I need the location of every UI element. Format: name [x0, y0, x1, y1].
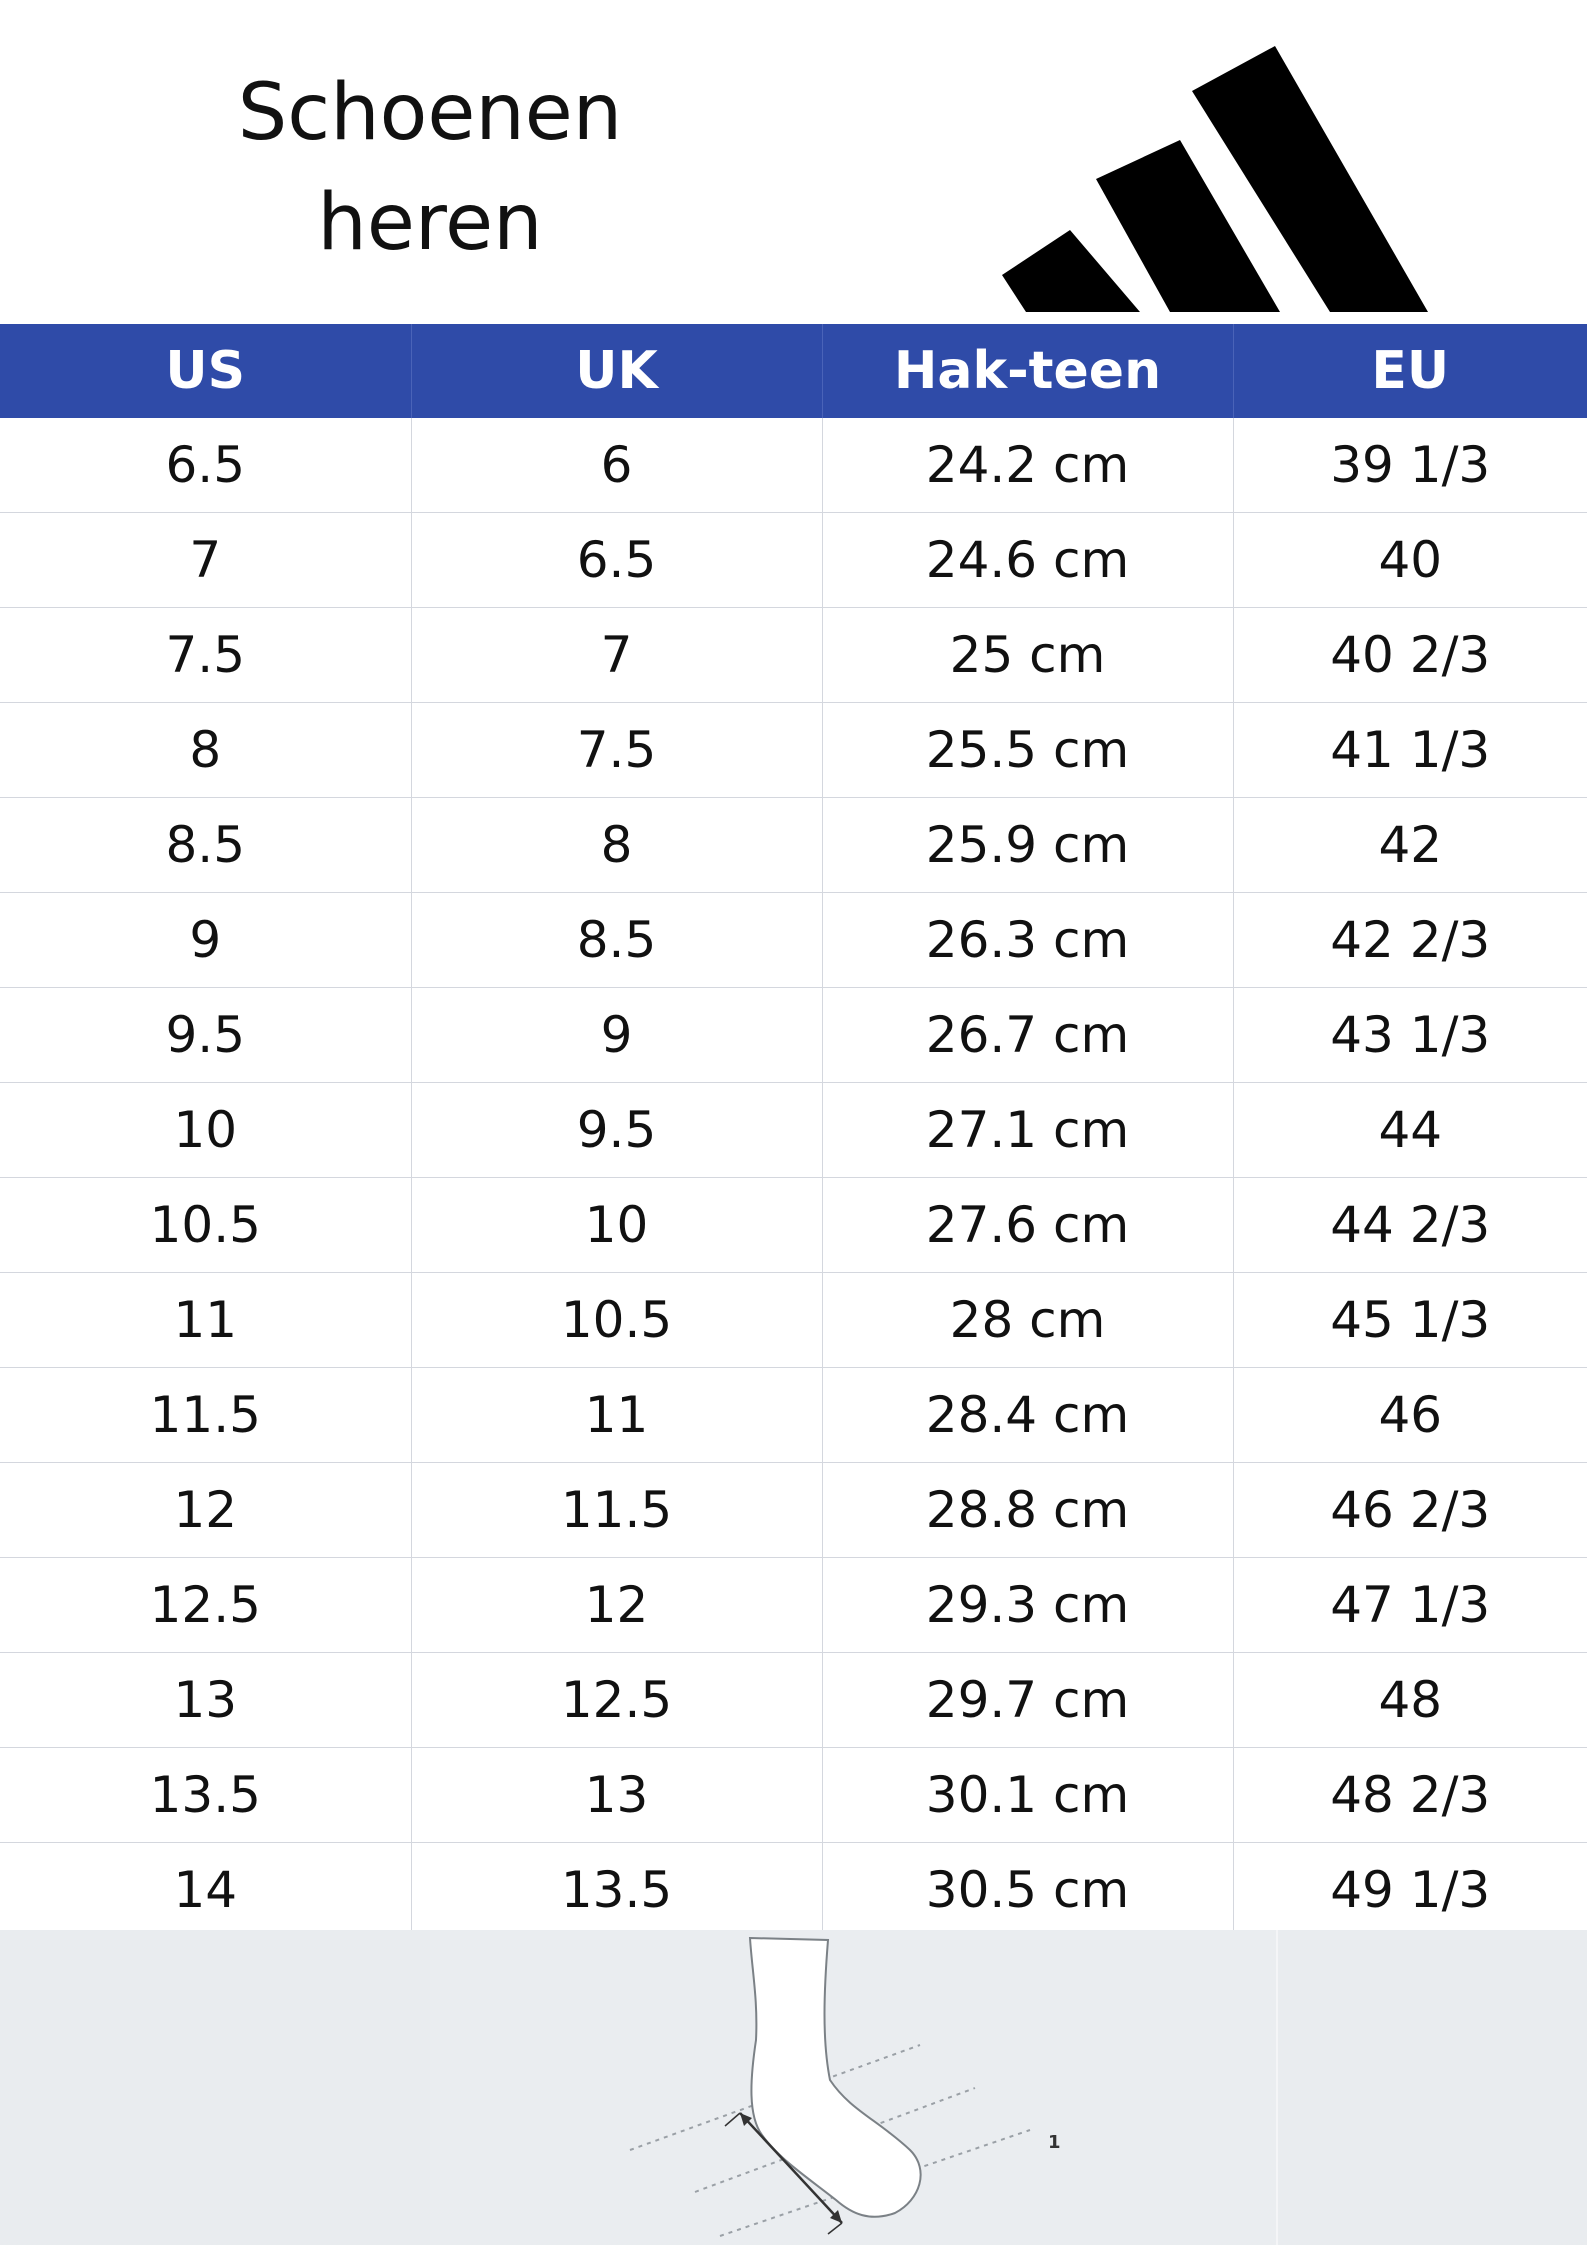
table-row: 6.5 6 24.2 cm 39 1/3 — [0, 418, 1587, 513]
cell-eu-size: 40 2/3 — [1233, 607, 1587, 703]
cell-heel-toe-length: 25.9 cm — [822, 797, 1234, 893]
adidas-logo-icon — [1002, 46, 1428, 312]
cell-eu-size: 47 1/3 — [1233, 1557, 1587, 1653]
table-header-row: US UK Hak-teen EU — [0, 324, 1587, 418]
cell-heel-toe-length: 24.6 cm — [822, 512, 1234, 608]
table-row: 14 13.5 30.5 cm 49 1/3 — [0, 1842, 1587, 1938]
table-row: 9 8.5 26.3 cm 42 2/3 — [0, 892, 1587, 988]
cell-eu-size: 42 2/3 — [1233, 892, 1587, 988]
page-title: Schoenen heren — [190, 58, 670, 278]
cell-eu-size: 48 — [1233, 1652, 1587, 1748]
cell-uk-size: 10 — [411, 1177, 823, 1273]
logo-stripe-medium — [1096, 140, 1280, 312]
cell-us-size: 8.5 — [0, 797, 412, 893]
logo-stripe-large — [1192, 46, 1428, 312]
cell-us-size: 10 — [0, 1082, 412, 1178]
cell-heel-toe-length: 26.7 cm — [822, 987, 1234, 1083]
cell-us-size: 14 — [0, 1842, 412, 1938]
column-header-heel-toe: Hak-teen — [822, 324, 1234, 418]
cell-eu-size: 42 — [1233, 797, 1587, 893]
cell-eu-size: 45 1/3 — [1233, 1272, 1587, 1368]
cell-heel-toe-length: 28 cm — [822, 1272, 1234, 1368]
cell-us-size: 6.5 — [0, 418, 412, 513]
cell-uk-size: 12.5 — [411, 1652, 823, 1748]
table-row: 7 6.5 24.6 cm 40 — [0, 512, 1587, 608]
cell-eu-size: 41 1/3 — [1233, 702, 1587, 798]
cell-heel-toe-length: 27.1 cm — [822, 1082, 1234, 1178]
table-row: 11 10.5 28 cm 45 1/3 — [0, 1272, 1587, 1368]
cell-us-size: 13.5 — [0, 1747, 412, 1843]
column-header-us: US — [0, 324, 412, 418]
table-body: 6.5 6 24.2 cm 39 1/3 7 6.5 24.6 cm 40 7.5 7 25 cm 4… — [0, 418, 1587, 1938]
cell-us-size: 7 — [0, 512, 412, 608]
cell-heel-toe-length: 28.8 cm — [822, 1462, 1234, 1558]
cell-uk-size: 13 — [411, 1747, 823, 1843]
cell-heel-toe-length: 30.5 cm — [822, 1842, 1234, 1938]
cell-uk-size: 7 — [411, 607, 823, 703]
cell-uk-size: 7.5 — [411, 702, 823, 798]
cell-us-size: 9.5 — [0, 987, 412, 1083]
cell-heel-toe-length: 27.6 cm — [822, 1177, 1234, 1273]
cell-eu-size: 48 2/3 — [1233, 1747, 1587, 1843]
cell-heel-toe-length: 28.4 cm — [822, 1367, 1234, 1463]
cell-heel-toe-length: 26.3 cm — [822, 892, 1234, 988]
cell-uk-size: 11 — [411, 1367, 823, 1463]
measurement-label: 1 — [1048, 2132, 1061, 2153]
title-line-2: heren — [317, 178, 543, 268]
cell-eu-size: 43 1/3 — [1233, 987, 1587, 1083]
table-row: 7.5 7 25 cm 40 2/3 — [0, 607, 1587, 703]
cell-eu-size: 46 — [1233, 1367, 1587, 1463]
cell-us-size: 10.5 — [0, 1177, 412, 1273]
logo-stripe-small — [1002, 230, 1140, 312]
cell-uk-size: 12 — [411, 1557, 823, 1653]
column-header-uk: UK — [411, 324, 823, 418]
cell-heel-toe-length: 24.2 cm — [822, 418, 1234, 513]
cell-heel-toe-length: 29.7 cm — [822, 1652, 1234, 1748]
cell-heel-toe-length: 25 cm — [822, 607, 1234, 703]
cell-uk-size: 9 — [411, 987, 823, 1083]
size-chart-table: US UK Hak-teen EU 6.5 6 24.2 cm 39 1/3 7 6.5 2… — [0, 324, 1587, 1938]
table-row: 13.5 13 30.1 cm 48 2/3 — [0, 1747, 1587, 1843]
cell-us-size: 12 — [0, 1462, 412, 1558]
cell-us-size: 7.5 — [0, 607, 412, 703]
cell-eu-size: 44 — [1233, 1082, 1587, 1178]
cell-us-size: 12.5 — [0, 1557, 412, 1653]
cell-eu-size: 40 — [1233, 512, 1587, 608]
table-row: 12 11.5 28.8 cm 46 2/3 — [0, 1462, 1587, 1558]
cell-us-size: 9 — [0, 892, 412, 988]
table-row: 12.5 12 29.3 cm 47 1/3 — [0, 1557, 1587, 1653]
column-header-eu: EU — [1233, 324, 1587, 418]
cell-uk-size: 9.5 — [411, 1082, 823, 1178]
cell-us-size: 11.5 — [0, 1367, 412, 1463]
table-row: 10.5 10 27.6 cm 44 2/3 — [0, 1177, 1587, 1273]
cell-us-size: 11 — [0, 1272, 412, 1368]
cell-heel-toe-length: 25.5 cm — [822, 702, 1234, 798]
cell-heel-toe-length: 29.3 cm — [822, 1557, 1234, 1653]
cell-uk-size: 8 — [411, 797, 823, 893]
cell-uk-size: 6.5 — [411, 512, 823, 608]
cell-eu-size: 44 2/3 — [1233, 1177, 1587, 1273]
table-row: 11.5 11 28.4 cm 46 — [0, 1367, 1587, 1463]
table-row: 8.5 8 25.9 cm 42 — [0, 797, 1587, 893]
table-row: 8 7.5 25.5 cm 41 1/3 — [0, 702, 1587, 798]
cell-uk-size: 10.5 — [411, 1272, 823, 1368]
cell-heel-toe-length: 30.1 cm — [822, 1747, 1234, 1843]
cell-us-size: 8 — [0, 702, 412, 798]
cell-uk-size: 11.5 — [411, 1462, 823, 1558]
table-row: 9.5 9 26.7 cm 43 1/3 — [0, 987, 1587, 1083]
cell-eu-size: 49 1/3 — [1233, 1842, 1587, 1938]
foot-measurement-icon — [629, 1936, 1031, 2237]
cell-eu-size: 46 2/3 — [1233, 1462, 1587, 1558]
table-row: 13 12.5 29.7 cm 48 — [0, 1652, 1587, 1748]
cell-uk-size: 13.5 — [411, 1842, 823, 1938]
cell-uk-size: 8.5 — [411, 892, 823, 988]
foot-illustration-panel: 1 — [0, 1930, 1587, 2245]
cell-uk-size: 6 — [411, 418, 823, 513]
table-row: 10 9.5 27.1 cm 44 — [0, 1082, 1587, 1178]
cell-eu-size: 39 1/3 — [1233, 418, 1587, 513]
cell-us-size: 13 — [0, 1652, 412, 1748]
title-line-1: Schoenen — [237, 68, 623, 158]
